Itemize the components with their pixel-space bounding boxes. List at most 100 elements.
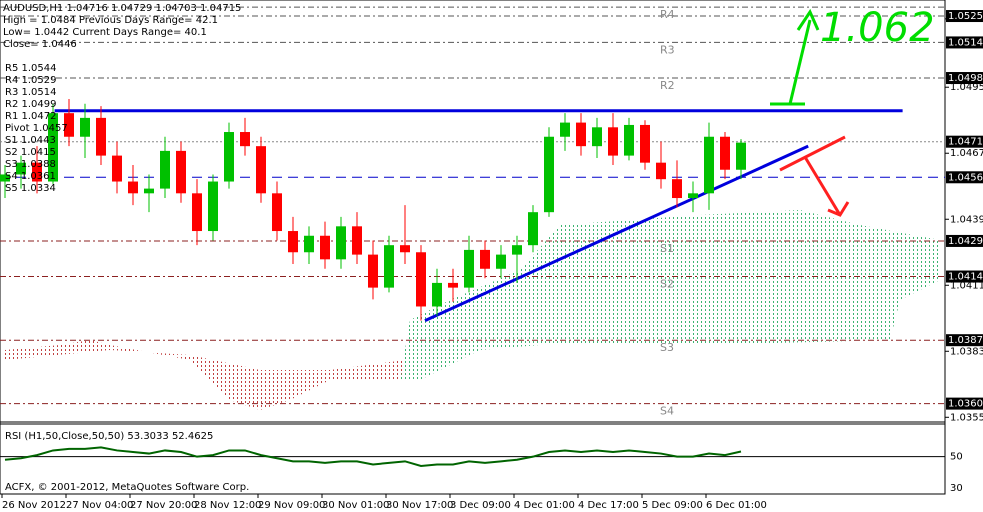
level-name: S2 [660,278,674,291]
y-tick-label: 1.04950 [950,82,983,93]
candle-body [352,226,362,255]
candle-body [704,136,714,194]
candle-body [384,245,394,288]
price-box [946,397,983,410]
price-box [946,234,983,247]
candle-body [0,174,10,182]
pivot-label: Pivot 1.0457 [5,123,68,134]
price-label: 1.04147 [948,272,983,283]
x-tick-label: 27 Nov 20:00 [130,500,197,511]
x-tick-label: 29 Nov 09:00 [258,500,325,511]
candle-body [256,146,266,194]
candle-body [448,282,458,288]
price-label: 1.04719 [948,137,983,148]
trendline [424,144,809,322]
x-tick-label: 30 Nov 17:00 [386,500,453,511]
pivot-label: S1 1.0443 [5,135,56,146]
y-tick-label: 1.04110 [950,280,983,291]
price-box [946,334,983,347]
info: Low= 1.0442 Current Days Range= 40.1 [3,27,207,38]
rsi-title: RSI (H1,50,Close,50,50) 53.3033 52.4625 [5,431,213,442]
cloud [400,210,940,380]
pivot-label: R2 1.0499 [5,99,56,110]
candle-body [736,142,746,170]
price-label: 1.04989 [948,73,983,84]
pivot-label: S3 1.0388 [5,159,56,170]
pivot-label: R5 1.0544 [5,63,56,74]
candle-body [720,136,730,170]
y-tick-label: 1.04390 [950,214,983,225]
price-label: 1.05252 [948,11,983,22]
candle-body [32,162,42,182]
x-tick-label: 4 Dec 01:00 [514,500,575,511]
candle-body [144,188,154,194]
price-box [946,10,983,23]
x-tick-label: 27 Nov 04:00 [66,500,133,511]
up-arrow [770,8,820,106]
candle-body [656,162,666,180]
candle-body [304,235,314,253]
level-name: S1 [660,242,674,255]
price-box [946,36,983,49]
pivot-label: S2 1.0415 [5,147,56,158]
candle-body [592,127,602,147]
price-box [946,171,983,184]
price-label: 1.04568 [948,172,983,183]
level-name: S4 [660,405,674,418]
candle-body [416,252,426,307]
candle-body [176,150,186,194]
candle-body [48,113,58,182]
candle-body [288,231,298,253]
price-label: 1.03608 [948,399,983,410]
chart-title: AUDUSD,H1 1.04716 1.04729 1.04703 1.0471… [3,3,241,14]
info: Close= 1.0446 [3,39,77,50]
price-label: 1.04298 [948,236,983,247]
rsi-line [4,446,742,468]
candle-body [576,122,586,147]
candle-body [512,245,522,255]
candle-body [400,245,410,253]
candle-body [672,179,682,199]
candle-body [160,150,170,189]
pivot-label: R4 1.0529 [5,75,56,86]
candle-body [624,124,634,156]
candle-body [96,117,106,156]
pivot-label: R1 1.0472 [5,111,56,122]
candle-body [272,193,282,232]
info: High = 1.0484 Previous Days Range= 42.1 [3,15,218,26]
candle-body [80,117,90,137]
price-label: 1.03877 [948,335,983,346]
candle-body [640,124,650,163]
x-tick-label: 3 Dec 09:00 [450,500,511,511]
candle-body [608,127,618,156]
level-name: S3 [660,341,674,354]
down-arrow [779,135,850,217]
candle-body [496,254,506,269]
candle-body [128,181,138,194]
level-name: R4 [660,8,675,21]
candle-body [320,235,330,260]
y-tick-label: 1.03830 [950,346,983,357]
candle-body [224,132,234,182]
candle-body [528,212,538,246]
candle-body [432,282,442,307]
candle-body [336,226,346,260]
copyright: ACFX, © 2001-2012, MetaQuotes Software C… [5,482,249,493]
price-box [946,270,983,283]
plot [0,6,945,405]
price-label: 1.05140 [948,37,983,48]
x-tick-label: 4 Dec 17:00 [578,500,639,511]
x-tick-label: 26 Nov 2012 [2,500,66,511]
candle-body [480,249,490,269]
level-name: R2 [660,79,675,92]
x-tick-label: 28 Nov 12:00 [194,500,261,511]
x-tick-label: 5 Dec 09:00 [642,500,703,511]
y-tick-label: 1.04670 [950,148,983,159]
candle-body [112,155,122,182]
candle-body [208,181,218,232]
x-tick-label: 30 Nov 01:00 [322,500,389,511]
candle-body [16,162,26,175]
pivot-label: R3 1.0514 [5,87,56,98]
level-name: R3 [660,43,675,56]
